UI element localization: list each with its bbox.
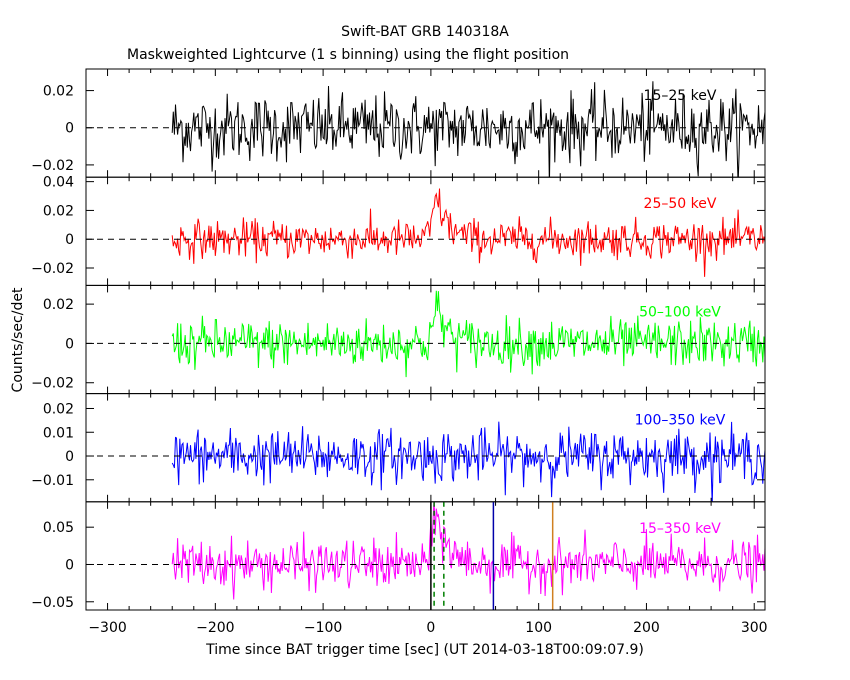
panel-label-4: 15–350 keV xyxy=(639,521,721,537)
panel-label-1: 25–50 keV xyxy=(644,196,717,212)
y-tick-label-4-1: 0 xyxy=(65,557,74,573)
y-axis-label: Counts/sec/det xyxy=(10,287,26,392)
x-tick-label-0: −300 xyxy=(88,620,126,636)
panel-label-3: 100–350 keV xyxy=(635,413,726,429)
y-tick-label-3-1: 0 xyxy=(65,449,74,465)
x-tick-label-5: 200 xyxy=(633,620,660,636)
series-0-line xyxy=(171,81,765,178)
panel-label-0: 15–25 keV xyxy=(644,88,717,104)
y-tick-label-2-0: −0.02 xyxy=(31,376,74,392)
chart-subtitle: Maskweighted Lightcurve (1 s binning) us… xyxy=(127,47,569,63)
y-tick-label-1-0: −0.02 xyxy=(31,261,74,277)
panel-label-2: 50–100 keV xyxy=(639,304,721,320)
y-tick-label-4-0: −0.05 xyxy=(31,595,74,611)
x-tick-label-4: 100 xyxy=(525,620,552,636)
y-tick-label-0-1: 0 xyxy=(65,121,74,137)
y-tick-label-0-0: −0.02 xyxy=(31,158,74,174)
y-tick-label-4-2: 0.05 xyxy=(43,520,74,536)
y-tick-label-1-3: 0.04 xyxy=(43,175,74,191)
y-tick-label-1-2: 0.02 xyxy=(43,203,74,219)
y-tick-label-2-2: 0.02 xyxy=(43,297,74,313)
x-tick-label-3: 0 xyxy=(426,620,435,636)
y-tick-label-0-2: 0.02 xyxy=(43,84,74,100)
series-4-line xyxy=(171,501,765,600)
x-tick-label-1: −200 xyxy=(196,620,234,636)
series-2-line xyxy=(171,290,765,378)
panels-group: −0.02 0 0.02 15–25 keV −0.02 0 0.02 0.04 25–50 k… xyxy=(31,68,768,636)
x-axis-label: Time since BAT trigger time [sec] (UT 20… xyxy=(205,642,644,658)
series-3-line xyxy=(171,421,765,502)
y-tick-label-3-2: 0.01 xyxy=(43,425,74,441)
chart-title: Swift-BAT GRB 140318A xyxy=(341,24,509,40)
y-tick-label-3-0: −0.01 xyxy=(31,473,74,489)
panel-frame-4 xyxy=(85,501,766,611)
y-tick-label-2-1: 0 xyxy=(65,336,74,352)
series-1-line xyxy=(171,188,765,277)
x-tick-label-2: −100 xyxy=(304,620,342,636)
y-tick-label-3-3: 0.02 xyxy=(43,401,74,417)
panel-frame-2 xyxy=(85,284,766,395)
x-tick-label-6: 300 xyxy=(741,620,768,636)
y-tick-label-1-1: 0 xyxy=(65,232,74,248)
